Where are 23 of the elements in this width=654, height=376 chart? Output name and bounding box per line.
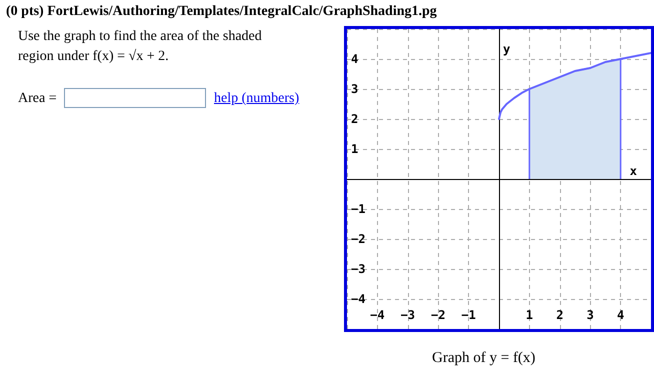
text: (0 pts) FortLewis/Authoring/Templates/IntegralCalc/GraphShading1.pg: [6, 4, 437, 20]
y-tick-label: 4: [351, 52, 358, 66]
y-axis-title: y: [503, 42, 510, 56]
y-tick-label: −3: [351, 262, 366, 276]
y-tick-label: 1: [351, 142, 358, 156]
text: Area =: [18, 91, 57, 107]
y-tick-label: 3: [351, 82, 358, 96]
text: Graph of y = f(x): [432, 350, 536, 367]
x-tick-label: 4: [616, 308, 624, 322]
text: help (numbers): [214, 91, 300, 107]
y-tick-label: −1: [351, 202, 366, 216]
y-tick-label: −2: [351, 232, 366, 246]
text: Use the graph to find the area of the shaded region under f(x) = √x + 2.: [18, 28, 263, 66]
x-tick-label: −4: [370, 308, 385, 322]
x-tick-label: −3: [400, 308, 416, 322]
x-tick-label: 3: [586, 308, 594, 322]
x-tick-label: 2: [556, 308, 564, 322]
x-tick-label: −1: [461, 308, 476, 322]
x-tick-label: 1: [526, 308, 534, 322]
x-tick-label: −2: [430, 308, 446, 322]
y-tick-label: −4: [351, 292, 366, 306]
x-axis-title: x: [630, 164, 637, 178]
y-tick-label: 2: [351, 112, 358, 126]
